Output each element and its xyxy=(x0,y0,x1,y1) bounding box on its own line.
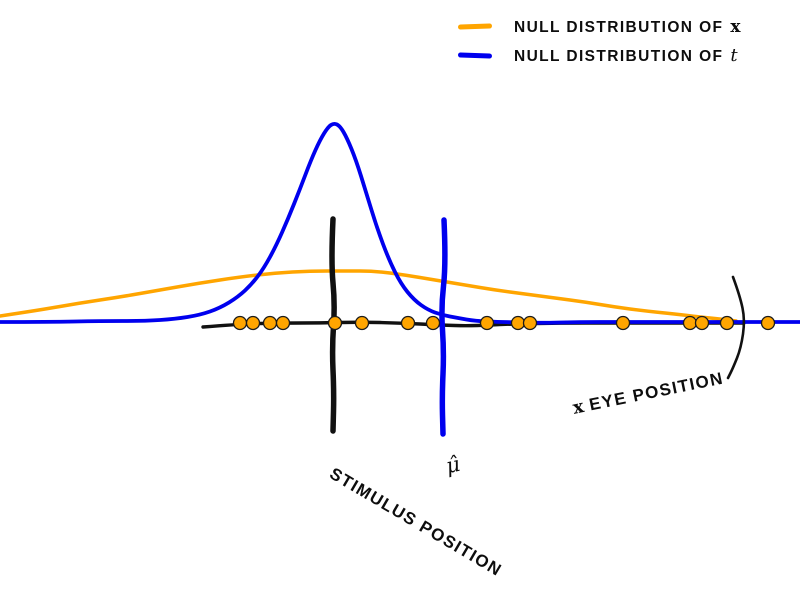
eye-position-dot xyxy=(682,315,698,331)
eye-position-dot xyxy=(522,315,538,331)
eye-position-dot xyxy=(327,315,343,331)
mu-hat-marker xyxy=(439,217,448,437)
eye-position-dot xyxy=(275,315,291,331)
legend: NULL DISTRIBUTION OF x NULL DISTRIBUTION … xyxy=(457,12,741,70)
eye-position-dot xyxy=(510,315,526,331)
eye-position-dot xyxy=(615,315,631,331)
orange-line-swatch xyxy=(457,23,493,30)
eye-position-dot xyxy=(245,315,261,331)
legend-item-null-x: NULL DISTRIBUTION OF x xyxy=(457,12,741,41)
eye-position-dot xyxy=(232,315,248,331)
eye-position-dot xyxy=(694,315,710,331)
legend-item-null-t: NULL DISTRIBUTION OF t xyxy=(457,41,741,70)
eye-position-dot xyxy=(719,315,735,331)
legend-label-text: NULL DISTRIBUTION OF xyxy=(514,18,724,36)
eye-position-dot xyxy=(262,315,278,331)
legend-label: NULL DISTRIBUTION OF t xyxy=(514,45,738,66)
eye-position-dot xyxy=(400,315,416,331)
axis-end-bracket xyxy=(726,275,746,380)
blue-line-swatch xyxy=(457,52,493,59)
null-distribution-of-t xyxy=(0,121,800,325)
legend-label-text: NULL DISTRIBUTION OF xyxy=(514,48,724,65)
eye-position-dot xyxy=(425,315,441,331)
eye-position-dot xyxy=(354,315,370,331)
math-symbol-x: x xyxy=(730,16,741,37)
eye-position-dot xyxy=(479,315,495,331)
legend-label: NULL DISTRIBUTION OF x xyxy=(514,17,741,37)
math-symbol-t: t xyxy=(730,45,738,66)
null-distribution-of-x xyxy=(0,269,738,323)
eye-position-dot xyxy=(760,315,776,331)
